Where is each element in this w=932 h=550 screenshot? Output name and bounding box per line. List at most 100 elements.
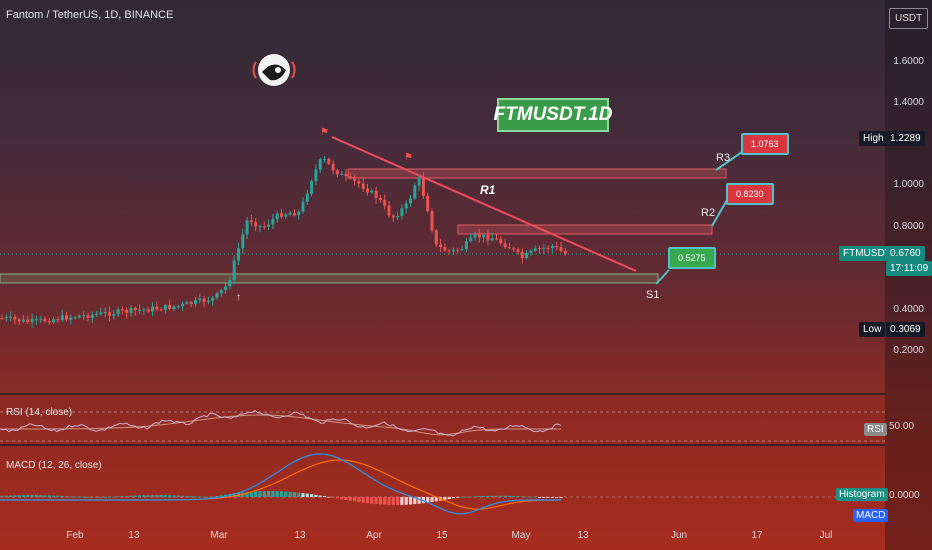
histogram-tag: Histogram — [836, 488, 888, 501]
candle-body — [241, 234, 245, 249]
macd-title[interactable]: MACD (12, 26, close) — [6, 460, 102, 471]
symbol-price-tag[interactable]: FTMUSDT — [839, 246, 895, 261]
candle-body — [443, 247, 447, 251]
histogram-bar — [185, 495, 189, 497]
candle-body — [516, 249, 520, 252]
pane-divider-macd[interactable] — [0, 444, 885, 446]
candle-body — [103, 312, 107, 314]
r3-zone[interactable] — [347, 168, 727, 179]
s1-zone[interactable] — [0, 273, 659, 284]
histogram-bar — [421, 497, 425, 504]
histogram-bar — [159, 495, 163, 497]
histogram-bar — [34, 495, 38, 497]
macd-lines-series — [0, 453, 561, 515]
histogram-bar — [249, 491, 253, 497]
flag-icon: ⚑ — [404, 152, 413, 163]
candle-body — [4, 317, 8, 319]
histogram-bar — [374, 497, 378, 505]
histogram-bar — [331, 497, 335, 498]
price-chart-canvas[interactable]: ↑ ⚑ ⚑ — [0, 0, 885, 550]
candle-body — [413, 185, 417, 199]
price-tick: 0.4000 — [893, 304, 924, 315]
candle-body — [482, 234, 486, 238]
currency-button[interactable]: USDT — [889, 8, 929, 29]
candle-body — [0, 318, 4, 319]
symbol-banner: FTMUSDT.1D — [494, 98, 612, 132]
price-tick: 1.0000 — [893, 179, 924, 190]
candle-body — [542, 247, 546, 249]
candle-body — [26, 319, 30, 323]
candle-body — [563, 250, 567, 254]
candle-body — [447, 250, 451, 252]
candle-body — [17, 319, 21, 322]
histogram-bar — [77, 496, 81, 498]
histogram-bar — [383, 497, 387, 505]
last-price-value: 0.6760 — [886, 246, 925, 261]
candle-body — [232, 260, 236, 280]
rsi-tag: RSI — [864, 423, 887, 436]
histogram-bar — [473, 496, 477, 498]
histogram-bar — [39, 495, 43, 497]
histogram-bar — [125, 495, 129, 497]
candle-body — [305, 193, 309, 202]
candle-body — [507, 247, 511, 249]
histogram-bar — [430, 497, 434, 503]
histogram-bar — [391, 497, 395, 505]
candle-body — [125, 310, 129, 313]
histogram-bar — [129, 495, 133, 497]
s1-connector — [655, 269, 670, 285]
rsi-title[interactable]: RSI (14, close) — [6, 407, 73, 418]
candle-body — [323, 159, 326, 161]
price-tick: 1.4000 — [893, 97, 924, 108]
candle-body — [52, 319, 56, 323]
histogram-bar — [245, 492, 249, 497]
histogram-bar — [112, 496, 116, 498]
r2-zone[interactable] — [457, 224, 713, 235]
candle-body — [499, 239, 503, 244]
histogram-bar — [426, 497, 430, 503]
time-tick: 13 — [128, 530, 140, 541]
histogram-bar — [258, 491, 262, 497]
histogram-bar — [176, 495, 180, 497]
candle-body — [142, 309, 146, 311]
candle-body — [378, 197, 382, 201]
histogram-bar — [9, 495, 13, 497]
histogram-bar — [507, 495, 511, 497]
price-tick: 0.2000 — [893, 345, 924, 356]
s1-callout[interactable]: 0.5275 — [668, 247, 716, 269]
histogram-bar — [464, 496, 468, 498]
histogram-bar — [559, 497, 563, 498]
histogram-bar — [30, 495, 34, 497]
histogram-bar — [456, 497, 460, 498]
candle-body — [133, 307, 137, 311]
histogram-bar — [262, 491, 266, 497]
candle-body — [284, 214, 288, 217]
low-label: Low — [859, 322, 886, 337]
r2-callout[interactable]: 0.8230 — [726, 183, 774, 205]
candle-body — [194, 300, 197, 305]
pane-divider-rsi[interactable] — [0, 393, 885, 395]
candle-body — [297, 211, 301, 216]
price-tick: 1.6000 — [893, 56, 924, 67]
candle-body — [387, 205, 391, 216]
candle-body — [335, 170, 339, 175]
trendline-r1[interactable] — [331, 136, 637, 272]
candle-body — [39, 318, 43, 320]
candle-body — [327, 159, 331, 164]
histogram-bar — [529, 496, 533, 498]
candle-body — [129, 307, 133, 313]
candle-body — [486, 234, 490, 241]
rsi-series — [0, 409, 562, 437]
histogram-bar — [21, 495, 26, 497]
candle-body — [30, 319, 34, 323]
candle-body — [374, 190, 378, 198]
candle-body — [533, 248, 537, 251]
candle-body — [409, 198, 412, 204]
candle-body — [495, 238, 498, 240]
r3-callout[interactable]: 1.0763 — [741, 133, 789, 155]
candle-body — [503, 243, 507, 248]
time-tick: Mar — [210, 530, 228, 541]
histogram-bar — [82, 496, 86, 498]
candle-body — [473, 234, 477, 238]
r3-connector — [715, 151, 743, 171]
